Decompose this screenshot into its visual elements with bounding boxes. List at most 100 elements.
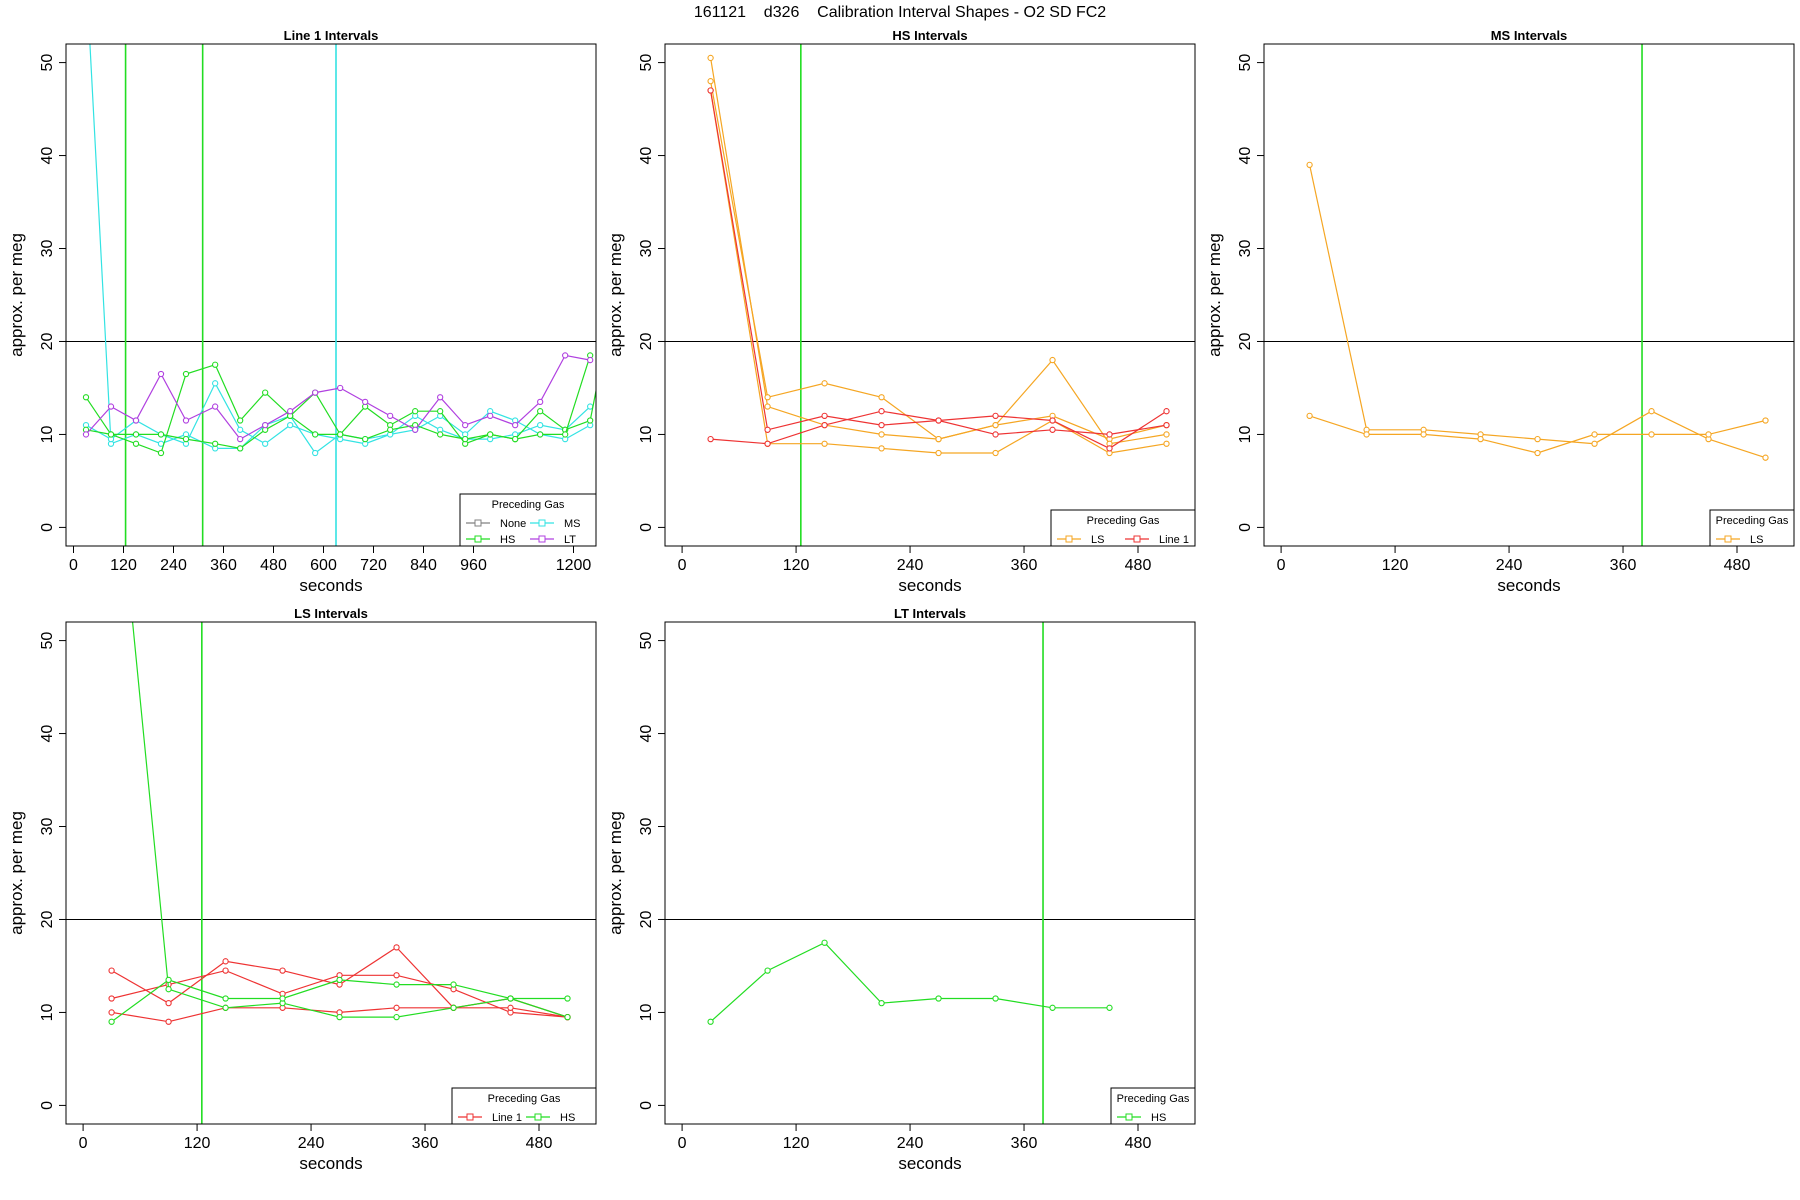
y-tick-label: 50 — [39, 632, 56, 650]
y-axis-label: approx. per meg — [7, 811, 26, 935]
data-point — [262, 421, 269, 429]
data-point — [387, 426, 394, 433]
data-point — [1477, 435, 1484, 443]
plot-frame — [65, 621, 597, 1125]
panel-2: HS Intervals 0 10 20 30 40 50 0 120 240 360 480 seco… — [606, 28, 1196, 595]
data-point — [1648, 431, 1655, 438]
data-point — [1705, 431, 1712, 438]
x-tick-label: 120 — [783, 1135, 810, 1152]
data-point — [821, 412, 828, 420]
legend-entry: None — [500, 518, 526, 530]
data-point — [132, 440, 140, 447]
panel-title: LT Intervals — [894, 606, 966, 621]
data-point — [165, 999, 172, 1007]
series-line — [85, 363, 596, 454]
data-point — [821, 421, 828, 429]
y-tick-label: 50 — [638, 632, 655, 650]
series-line — [1309, 415, 1766, 454]
data-point — [108, 1018, 115, 1025]
x-tick-label: 0 — [79, 1135, 88, 1152]
data-point — [878, 445, 885, 452]
data-point — [507, 1004, 514, 1011]
legend: Preceding Gas Line 1 HS — [451, 1087, 597, 1125]
data-point — [537, 421, 544, 429]
data-point — [182, 417, 190, 424]
plot-frame — [65, 43, 597, 547]
legend-box — [459, 493, 597, 547]
data-point — [512, 435, 519, 443]
data-point — [312, 431, 319, 438]
data-point — [108, 995, 115, 1002]
x-tick-label: 360 — [210, 557, 237, 574]
data-point — [82, 431, 90, 438]
data-point — [878, 431, 885, 438]
data-point — [1106, 431, 1113, 438]
data-point — [312, 449, 319, 457]
legend-swatch-marker — [474, 519, 482, 527]
y-tick-label: 0 — [39, 1101, 56, 1110]
x-tick-label: 240 — [160, 557, 187, 574]
data-point — [992, 431, 999, 438]
data-point — [512, 421, 519, 429]
legend-swatch-marker — [534, 1113, 542, 1121]
data-point — [450, 1004, 457, 1011]
data-point — [393, 1004, 400, 1011]
legend: Preceding Gas LS — [1709, 509, 1795, 547]
x-tick-label: 0 — [1277, 557, 1286, 574]
data-point — [182, 370, 190, 378]
y-tick-label: 40 — [638, 147, 655, 165]
data-point — [393, 972, 400, 979]
y-tick-label: 30 — [638, 240, 655, 258]
data-point — [1534, 449, 1541, 457]
data-point — [764, 440, 771, 447]
panel-title: LS Intervals — [294, 606, 368, 621]
data-point — [1420, 431, 1427, 438]
x-tick-label: 120 — [1382, 557, 1409, 574]
data-point — [437, 408, 444, 415]
data-point — [107, 431, 115, 438]
series-line — [710, 941, 1110, 1023]
y-tick-label: 50 — [39, 54, 56, 72]
data-point — [935, 995, 942, 1002]
panel-1: Line 1 Intervals 0 10 20 30 40 50 0 120 240 360 480… — [7, 28, 597, 595]
data-point — [1762, 417, 1769, 424]
plot-frame — [1263, 43, 1795, 547]
data-point — [337, 431, 344, 438]
y-axis-label: approx. per meg — [606, 811, 625, 935]
legend-box — [451, 1087, 597, 1125]
data-point — [362, 398, 369, 406]
data-point — [262, 389, 269, 396]
data-point — [237, 426, 244, 433]
y-tick-label: 20 — [638, 910, 655, 928]
data-point — [362, 435, 369, 443]
legend-entry: Line 1 — [1159, 534, 1189, 546]
data-point — [222, 958, 229, 965]
data-point — [1762, 454, 1769, 461]
data-point — [157, 431, 165, 438]
data-point — [412, 408, 419, 415]
y-tick-label: 30 — [39, 240, 56, 258]
x-tick-label: 0 — [69, 557, 78, 574]
x-tick-label: 360 — [1011, 1135, 1038, 1152]
data-point — [287, 421, 294, 429]
data-point — [312, 389, 319, 396]
data-point — [1363, 431, 1370, 438]
y-tick-label: 20 — [1237, 332, 1254, 350]
data-point — [1163, 440, 1170, 447]
legend-entry: HS — [560, 1112, 575, 1124]
data-point — [462, 435, 469, 443]
data-point — [337, 384, 344, 392]
data-point — [562, 431, 569, 438]
data-point — [1049, 426, 1056, 433]
legend-entry: HS — [1151, 1112, 1166, 1124]
legend-box — [1110, 1087, 1196, 1125]
data-point — [462, 421, 469, 429]
x-tick-label: 480 — [260, 557, 287, 574]
data-point — [212, 403, 219, 410]
y-tick-label: 40 — [638, 725, 655, 743]
data-point — [992, 421, 999, 429]
data-point — [157, 449, 165, 457]
data-point — [992, 995, 999, 1002]
y-axis-label: approx. per meg — [1205, 233, 1224, 357]
data-point — [487, 412, 494, 420]
